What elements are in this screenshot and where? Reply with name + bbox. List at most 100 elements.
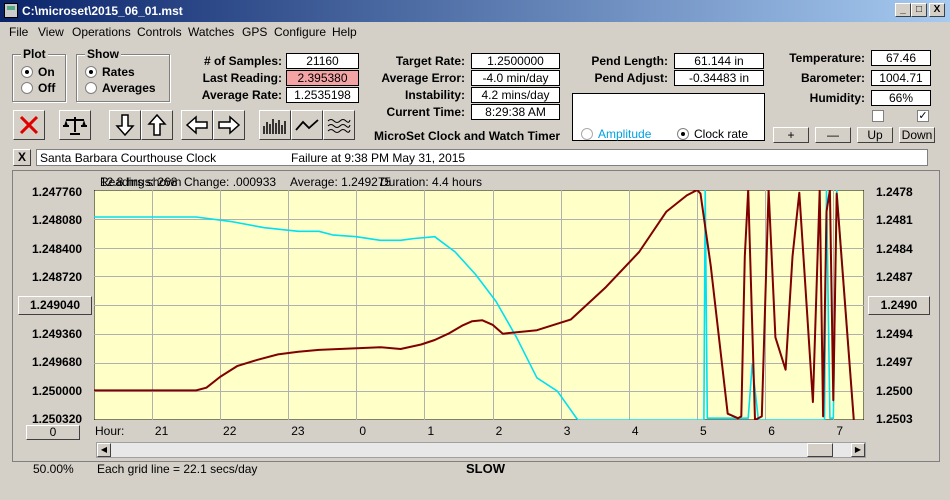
title-bar: C:\microset\2015_06_01.mst _ □ X — [0, 0, 950, 22]
clock-name: Santa Barbara Courthouse Clock — [40, 151, 217, 165]
menu-view[interactable]: View — [38, 25, 64, 39]
menu-configure[interactable]: Configure — [274, 25, 327, 39]
right-arrow-button[interactable] — [213, 110, 245, 140]
pend-length-field: 61.144 in — [674, 53, 764, 69]
x-icon — [19, 115, 39, 135]
line-graph-icon — [295, 119, 319, 131]
scroll-up-button[interactable]: Up — [857, 127, 893, 143]
scroll-left-icon[interactable]: ◀ — [97, 443, 111, 457]
left-arrow-button[interactable] — [181, 110, 213, 140]
target-rate-label: Target Rate: — [395, 54, 465, 68]
show-group-title: Show — [85, 47, 121, 61]
time-scrollbar[interactable]: ◀ ▶ — [96, 442, 866, 458]
left-axis-tick: 1.248400 — [32, 242, 83, 256]
clock-rate-label: Clock rate — [694, 127, 749, 141]
menu-gps[interactable]: GPS — [242, 25, 268, 39]
scroll-right-icon[interactable]: ▶ — [851, 443, 865, 457]
hour-label: Hour: — [95, 424, 125, 438]
readings-count: Readings: 268 — [100, 175, 178, 189]
zoom-out-button[interactable]: — — [815, 127, 851, 143]
plot-off-label: Off — [38, 81, 56, 95]
bar-graph-icon — [263, 119, 286, 134]
hours-shown: 12.8 hrs shown — [100, 175, 182, 189]
left-axis-tick: 1.249360 — [32, 327, 83, 341]
menu-operations[interactable]: Operations — [72, 25, 131, 39]
amplitude-label: Amplitude — [598, 127, 652, 141]
current-time-label: Current Time: — [386, 105, 465, 119]
plot-group: Plot On Off — [12, 47, 66, 102]
right-axis-tick: 1.2494 — [876, 327, 913, 341]
amplitude-series-line — [94, 190, 855, 420]
scroll-thumb[interactable] — [807, 443, 833, 457]
hour-tick-label: 0 — [359, 424, 367, 438]
zero-button[interactable]: 0 — [26, 425, 80, 440]
show-rates-label: Rates — [102, 65, 135, 79]
rate-chart — [94, 190, 864, 420]
average-rate-field: 1.2535198 — [286, 87, 359, 103]
app-caption: MicroSet Clock and Watch Timer — [374, 129, 561, 143]
grid-scale-note: Each grid line = 22.1 secs/day — [97, 462, 258, 476]
average-value: Average: 1.249275 — [290, 175, 392, 189]
hour-tick-label: 21 — [154, 424, 169, 438]
menu-watches[interactable]: Watches — [188, 25, 235, 39]
maximize-button[interactable]: □ — [911, 3, 927, 17]
wave-lines-icon — [327, 119, 351, 133]
stop-button[interactable] — [13, 110, 45, 140]
right-checkbox[interactable]: ✓ — [917, 110, 929, 122]
humidity-field: 66% — [871, 90, 931, 106]
left-axis-center-button[interactable]: 1.249040 — [18, 296, 92, 315]
samples-field: 21160 — [286, 53, 359, 69]
right-axis-center-button[interactable]: 1.2490 — [868, 296, 930, 315]
barometer-label: Barometer: — [800, 71, 865, 85]
plot-on-label: On — [38, 65, 55, 79]
plot-panel — [12, 170, 940, 462]
left-axis-tick: 1.247760 — [32, 185, 83, 199]
right-axis-tick: 1.2481 — [876, 213, 913, 227]
hour-tick-label: 6 — [768, 424, 775, 438]
rate-status: SLOW — [466, 461, 505, 476]
down-arrow-icon — [115, 114, 135, 137]
right-axis-tick: 1.2484 — [876, 242, 913, 256]
plot-on-radio[interactable]: On — [21, 65, 55, 79]
plot-header: Readings: 268 12.8 hrs shown Change: .00… — [100, 175, 840, 189]
hour-tick-label: 4 — [631, 424, 639, 438]
pend-adjust-label: Pend Adjust: — [594, 71, 668, 85]
app-icon — [4, 3, 18, 18]
last-reading-label: Last Reading: — [202, 71, 282, 85]
info-close-button[interactable]: X — [13, 149, 31, 166]
right-arrow-icon — [218, 115, 241, 135]
minimize-button[interactable]: _ — [895, 3, 911, 17]
hour-axis: 21 22 23 0 1 2 3 4 5 6 7 — [94, 424, 864, 438]
up-arrow-button[interactable] — [141, 110, 173, 140]
left-checkbox[interactable] — [872, 110, 884, 122]
rate-series-line — [94, 190, 855, 420]
amplitude-radio[interactable]: Amplitude — [581, 127, 651, 141]
menu-file[interactable]: File — [9, 25, 29, 39]
failure-status: Failure at 9:38 PM May 31, 2015 — [291, 151, 466, 165]
wave-view-button[interactable] — [323, 110, 355, 140]
right-axis-tick: 1.2478 — [876, 185, 913, 199]
humidity-label: Humidity: — [809, 91, 865, 105]
clock-rate-radio[interactable]: Clock rate — [677, 127, 748, 141]
bars-view-button[interactable] — [259, 110, 291, 140]
pend-adjust-field: -0.34483 in — [674, 70, 764, 86]
show-averages-radio[interactable]: Averages — [85, 81, 156, 95]
menu-help[interactable]: Help — [332, 25, 357, 39]
down-arrow-button[interactable] — [109, 110, 141, 140]
scroll-down-button[interactable]: Down — [899, 127, 935, 143]
left-axis-tick: 1.250000 — [32, 384, 83, 398]
hour-tick-label: 7 — [836, 424, 844, 438]
show-rates-radio[interactable]: Rates — [85, 65, 135, 79]
target-rate-field: 1.2500000 — [471, 53, 560, 69]
balance-button[interactable] — [59, 110, 91, 140]
menu-controls[interactable]: Controls — [137, 25, 182, 39]
mode-box: Amplitude Clock rate — [572, 93, 765, 141]
left-axis-tick: 1.250320 — [32, 412, 83, 426]
close-button[interactable]: X — [929, 3, 945, 17]
plot-off-radio[interactable]: Off — [21, 81, 55, 95]
hour-tick-label: 1 — [427, 424, 435, 438]
pend-length-label: Pend Length: — [591, 54, 668, 68]
window-title: C:\microset\2015_06_01.mst — [22, 4, 183, 18]
zoom-in-button[interactable]: + — [773, 127, 809, 143]
line-view-button[interactable] — [291, 110, 323, 140]
